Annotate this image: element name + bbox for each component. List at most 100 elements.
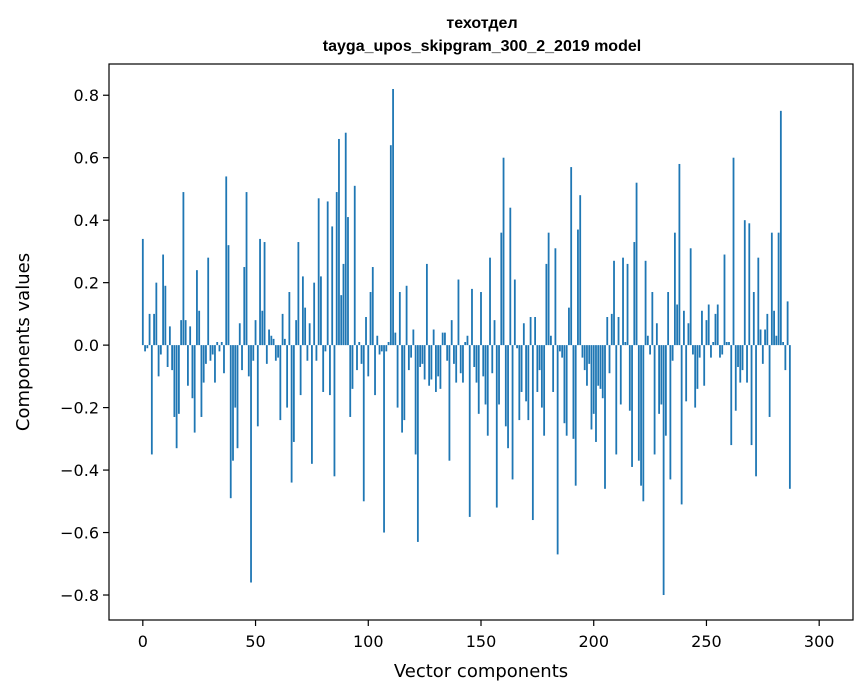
bar bbox=[254, 320, 257, 346]
bar bbox=[435, 345, 437, 392]
bar bbox=[588, 345, 591, 364]
bar bbox=[252, 345, 255, 361]
bar bbox=[272, 338, 275, 346]
bar bbox=[385, 345, 388, 352]
x-axis-ticks: 0 50 100 150 200 250 300 bbox=[138, 620, 835, 651]
bar bbox=[775, 335, 778, 346]
bar bbox=[473, 345, 476, 367]
bar bbox=[349, 345, 352, 417]
bar bbox=[651, 292, 654, 346]
bar bbox=[768, 345, 771, 417]
bar bbox=[153, 313, 155, 346]
bar bbox=[168, 326, 171, 346]
bar bbox=[687, 323, 690, 346]
bar bbox=[234, 345, 237, 408]
bar bbox=[658, 345, 661, 414]
bar bbox=[601, 345, 604, 399]
bar bbox=[437, 345, 440, 377]
bar bbox=[610, 313, 613, 346]
bar bbox=[489, 257, 491, 346]
bar bbox=[782, 342, 785, 346]
bar bbox=[676, 304, 679, 346]
bar bbox=[784, 345, 787, 371]
bar bbox=[274, 345, 277, 361]
y-tick-label: 0.2 bbox=[74, 274, 99, 293]
bar bbox=[164, 285, 167, 346]
bar bbox=[256, 345, 259, 427]
bar bbox=[311, 345, 313, 464]
bar bbox=[662, 345, 665, 596]
bar bbox=[701, 310, 703, 346]
bar bbox=[520, 345, 523, 392]
bar bbox=[295, 320, 298, 346]
bar bbox=[626, 263, 629, 346]
x-axis-label: Vector components bbox=[394, 661, 568, 682]
bar bbox=[216, 342, 219, 346]
y-tick-label: 0.4 bbox=[74, 211, 99, 230]
bar bbox=[369, 292, 372, 346]
bar bbox=[635, 182, 638, 346]
bar bbox=[579, 195, 582, 346]
bar bbox=[229, 345, 232, 499]
bar bbox=[297, 242, 300, 346]
y-tick-label: −0.4 bbox=[60, 461, 99, 480]
bar bbox=[770, 232, 773, 346]
bar bbox=[664, 345, 667, 436]
bar bbox=[678, 163, 681, 346]
bar bbox=[211, 345, 214, 355]
bar bbox=[534, 317, 537, 346]
bar bbox=[786, 301, 789, 346]
bar bbox=[622, 257, 624, 346]
bar bbox=[430, 345, 433, 380]
bar bbox=[232, 345, 234, 461]
bar bbox=[304, 307, 307, 346]
bar bbox=[351, 345, 354, 389]
bar bbox=[374, 345, 376, 396]
bar bbox=[243, 267, 246, 346]
bar bbox=[592, 345, 595, 414]
bar bbox=[353, 185, 356, 346]
bar bbox=[362, 345, 365, 502]
bar bbox=[649, 345, 651, 355]
bar bbox=[193, 345, 196, 433]
bar bbox=[574, 345, 577, 486]
y-tick-label: 0.0 bbox=[74, 336, 99, 355]
bar bbox=[333, 345, 336, 477]
bar bbox=[667, 292, 670, 346]
bar bbox=[387, 342, 390, 346]
bar bbox=[220, 342, 223, 346]
bar bbox=[568, 307, 570, 346]
bar bbox=[685, 345, 688, 402]
y-tick-label: −0.8 bbox=[60, 586, 99, 605]
bar bbox=[482, 345, 485, 377]
bar bbox=[570, 167, 573, 346]
bar bbox=[552, 345, 555, 392]
bar bbox=[730, 345, 733, 446]
bar bbox=[250, 345, 252, 583]
bar bbox=[746, 345, 748, 383]
bar bbox=[599, 345, 602, 389]
bar bbox=[779, 110, 782, 346]
bar bbox=[509, 207, 512, 346]
bar bbox=[423, 345, 426, 380]
bar bbox=[680, 345, 683, 505]
bar bbox=[757, 257, 760, 346]
bar bbox=[162, 254, 165, 346]
bar bbox=[299, 345, 302, 396]
bar bbox=[538, 345, 541, 371]
bar bbox=[196, 270, 198, 346]
bar bbox=[279, 345, 282, 421]
bar bbox=[549, 335, 552, 346]
bar bbox=[646, 335, 649, 346]
bar bbox=[290, 345, 293, 483]
bar bbox=[236, 345, 239, 449]
bar bbox=[378, 345, 381, 355]
bar bbox=[394, 332, 397, 346]
bar bbox=[288, 292, 291, 346]
bar bbox=[335, 192, 338, 346]
bar bbox=[631, 345, 633, 467]
bar bbox=[462, 345, 464, 383]
bar bbox=[205, 345, 207, 364]
x-tick-label: 300 bbox=[804, 632, 835, 651]
